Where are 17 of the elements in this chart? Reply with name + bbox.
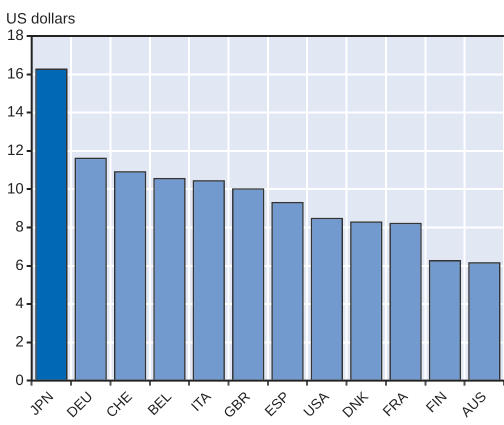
y-tick-label: 16 xyxy=(6,65,24,82)
y-tick-label: 12 xyxy=(6,142,24,160)
x-tick-label: ITA xyxy=(188,388,214,414)
y-tick-label: 18 xyxy=(6,27,24,44)
x-tick-label: USA xyxy=(300,388,332,420)
x-tick-label: BEL xyxy=(144,388,174,418)
y-tick-label: 0 xyxy=(15,372,24,389)
y-axis-title: US dollars xyxy=(6,10,76,28)
y-tick-label: 4 xyxy=(15,295,24,312)
y-tick-label: 2 xyxy=(15,334,24,351)
x-tick-label: JPN xyxy=(26,388,56,418)
y-tick-label: 10 xyxy=(6,180,24,198)
y-tick-label: 8 xyxy=(15,218,24,236)
y-tick-label: 14 xyxy=(6,104,24,121)
x-tick-label: FRA xyxy=(379,388,411,420)
x-tick-label: FIN xyxy=(422,388,450,416)
y-tick-label: 6 xyxy=(15,256,24,274)
